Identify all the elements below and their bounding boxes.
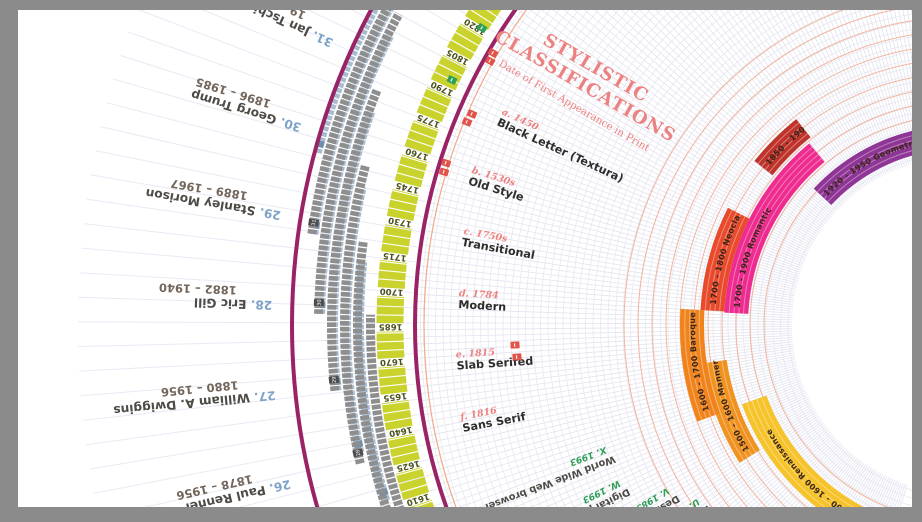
classification-year: d. 1784	[459, 288, 499, 301]
year-ring-block	[381, 399, 413, 431]
career-bar-gray-28	[340, 164, 370, 465]
classification-year: e. 1815	[456, 347, 496, 361]
outer-spokes	[78, 10, 505, 507]
year-ring-block	[377, 259, 407, 289]
inner-salmon-ring	[423, 10, 528, 507]
milestone-year: U.	[686, 496, 701, 510]
era-arc-realist	[754, 119, 811, 176]
era-arc-geometric-modernist	[813, 130, 912, 205]
year-ring-block	[465, 10, 502, 31]
event-marker-red	[510, 341, 520, 349]
year-ring-block	[395, 466, 430, 501]
lifespan-bar-blue-31	[312, 10, 379, 154]
event-marker-red	[438, 167, 450, 177]
year-ring-block	[416, 87, 452, 123]
year-ring-block	[404, 120, 439, 155]
event-marker-red	[466, 109, 478, 119]
year-tick-1670: 1670	[380, 356, 404, 368]
year-ring-block	[410, 499, 435, 507]
event-marker-green	[476, 22, 488, 34]
event-marker-red	[484, 56, 496, 66]
year-ring-block	[446, 23, 484, 60]
event-marker-green	[446, 75, 458, 85]
year-tick-1715: 1715	[382, 250, 407, 263]
outer-magenta-ring	[290, 10, 374, 507]
year-ring: 1610162516401655167016851700171517301745…	[376, 10, 502, 507]
year-ring-block	[378, 365, 408, 395]
era-arc-mannerist	[702, 359, 760, 463]
career-bar-gray-30	[314, 11, 403, 314]
event-marker-red	[512, 353, 522, 361]
event-marker-red	[440, 158, 452, 168]
typographer-label-28: 28. Eric Gill1882 – 1940	[158, 281, 273, 312]
year-ring-block	[381, 224, 412, 255]
era-arc-neoclassical	[700, 207, 750, 312]
event-marker-red	[461, 117, 473, 127]
bar-number-chip-31: 31	[308, 218, 319, 227]
year-ring-block	[376, 295, 405, 324]
svg-text:31: 31	[311, 219, 318, 226]
era-arc-romantic	[724, 143, 825, 314]
year-ring-block	[430, 54, 467, 91]
era-arc-renaissance	[741, 395, 864, 507]
svg-text:30: 30	[317, 299, 323, 305]
year-tick-1700: 1700	[379, 286, 403, 297]
year-ring-block	[386, 189, 419, 221]
event-markers	[438, 22, 522, 361]
svg-text:29: 29	[331, 376, 338, 383]
career-bar-gray-29	[327, 87, 382, 392]
career-bar-gray-27	[353, 240, 391, 507]
year-tick-1655: 1655	[383, 390, 408, 403]
inner-magenta-ring	[413, 10, 518, 507]
year-tick-1685: 1685	[379, 321, 403, 331]
career-bar-gray-31	[307, 10, 392, 235]
year-ring-block	[387, 433, 420, 466]
year-ring-block	[376, 331, 405, 360]
event-marker-red	[487, 47, 499, 59]
bar-number-chip-29: 29	[328, 375, 340, 384]
classification-name: Modern	[458, 298, 507, 314]
svg-text:28: 28	[355, 449, 362, 457]
bar-number-chip-28: 28	[352, 448, 364, 458]
year-tick-1730: 1730	[388, 215, 413, 229]
year-ring-block	[394, 154, 428, 188]
era-arc-baroque	[680, 308, 720, 422]
lifespan-bars: 262728293031	[307, 10, 405, 507]
bar-number-chip-30: 30	[313, 299, 324, 307]
year-tick-1640: 1640	[388, 424, 413, 438]
career-bar-gray-26	[366, 314, 405, 507]
